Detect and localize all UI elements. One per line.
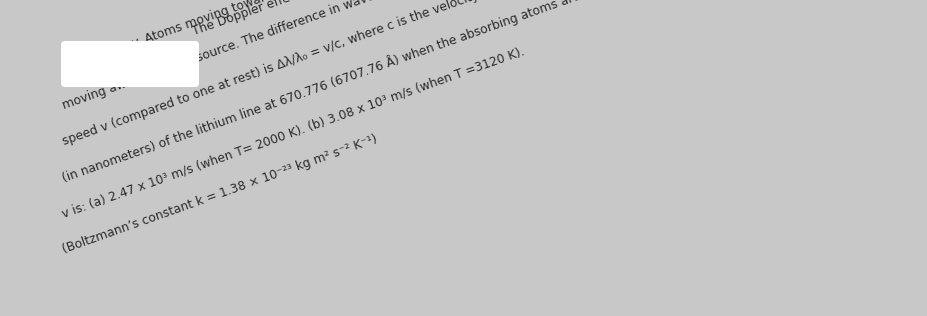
Text: speed v (compared to one at rest) is Δλ/λ₀ = v/c, where c is the velocity of lig: speed v (compared to one at rest) is Δλ/… [60, 0, 665, 148]
Text: (in nanometers) of the lithium line at 670.776 (6707.76 Å) when the absorbing at: (in nanometers) of the lithium line at 6… [60, 0, 656, 185]
FancyBboxPatch shape [61, 41, 198, 87]
Text: v is: (a) 2.47 x 10³ m/s (when T= 2000 K). (b) 3.08 x 10³ m/s (when T =3120 K).: v is: (a) 2.47 x 10³ m/s (when T= 2000 K… [60, 44, 527, 220]
Text: The Doppler effect is one of the sources of the line broadening in atomic absorp: The Doppler effect is one of the sources… [190, 0, 679, 38]
Text: (Boltzmann’s constant k = 1.38 × 10⁻²³ kg m² s⁻² K⁻¹): (Boltzmann’s constant k = 1.38 × 10⁻²³ k… [60, 132, 379, 256]
Text: spectroscopy. Atoms moving toward the light source encounter higher-frequency ra: spectroscopy. Atoms moving toward the li… [60, 0, 657, 75]
Text: Qb (—: Qb (— [60, 53, 101, 78]
Text: moving away from the source. The difference in wavelength Δλ experienced by an a: moving away from the source. The differe… [60, 0, 637, 112]
